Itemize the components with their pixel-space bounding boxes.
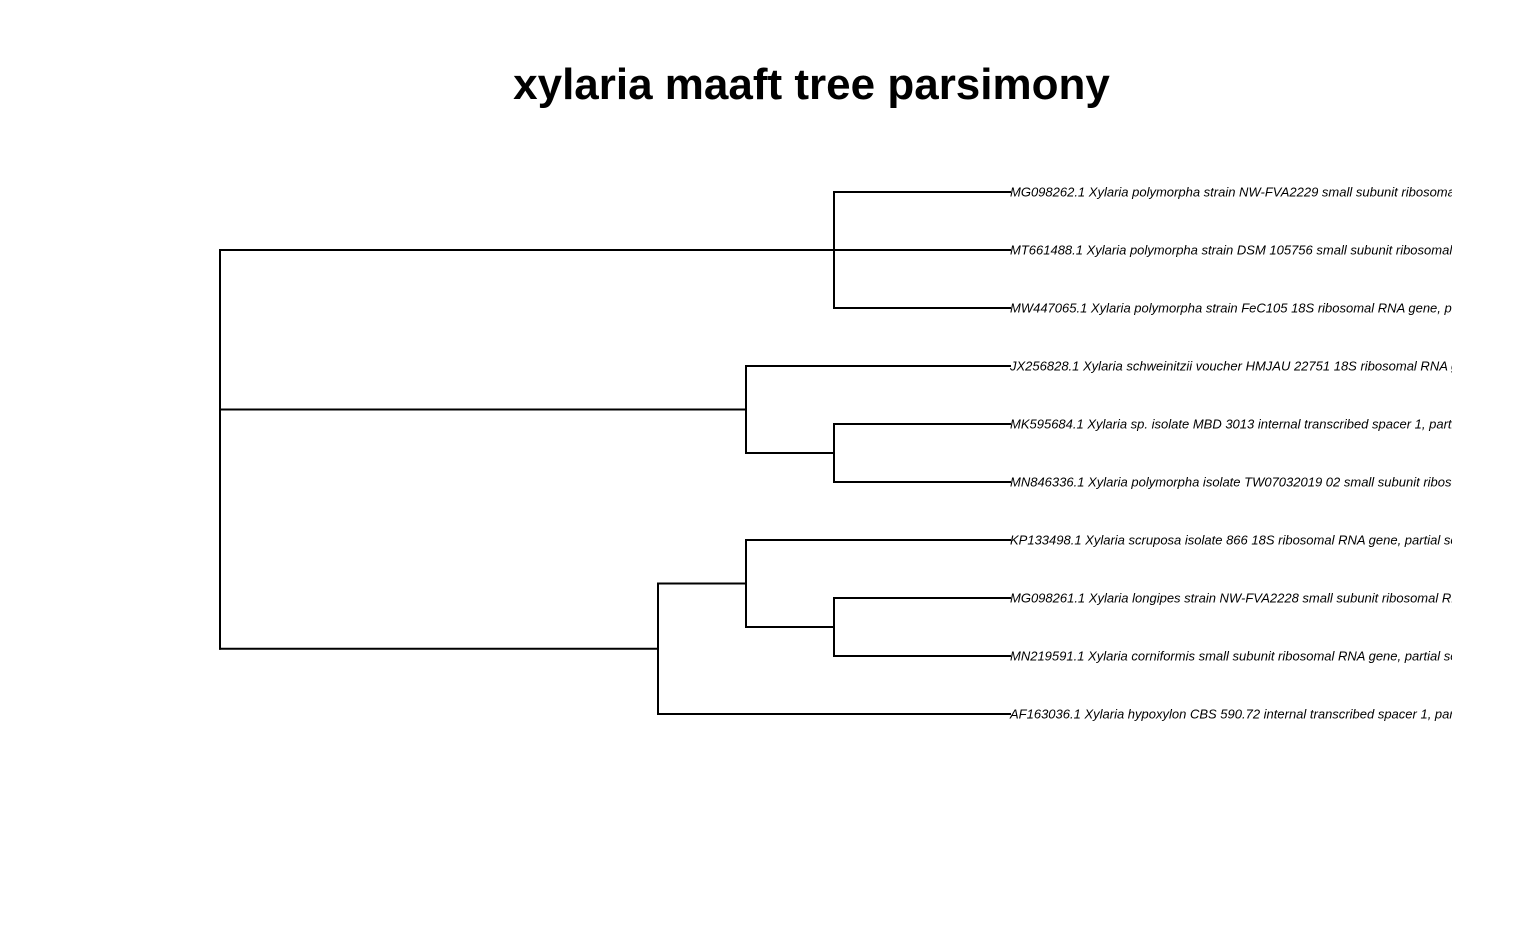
plot-title: xylaria maaft tree parsimony [513,60,1110,109]
tip-label-4: MK595684.1 Xylaria sp. isolate MBD 3013 … [1010,417,1525,432]
tip-label-1: MT661488.1 Xylaria polymorpha strain DSM… [1010,243,1540,258]
tip-label-5: MN846336.1 Xylaria polymorpha isolate TW… [1010,475,1540,490]
tip-label-2: MW447065.1 Xylaria polymorpha strain FeC… [1010,301,1540,316]
tip-label-9: AF163036.1 Xylaria hypoxylon CBS 590.72 … [1009,707,1530,722]
tip-label-8: MN219591.1 Xylaria corniformis small sub… [1010,649,1500,664]
tip-label-7: MG098261.1 Xylaria longipes strain NW-FV… [1010,591,1540,606]
tip-labels: MG098262.1 Xylaria polymorpha strain NW-… [1009,185,1540,722]
tip-label-6: KP133498.1 Xylaria scruposa isolate 866 … [1010,533,1500,548]
tip-label-3: JX256828.1 Xylaria schweinitzii voucher … [1009,359,1540,374]
tree-branches [219,191,1011,715]
tip-label-0: MG098262.1 Xylaria polymorpha strain NW-… [1010,185,1540,200]
